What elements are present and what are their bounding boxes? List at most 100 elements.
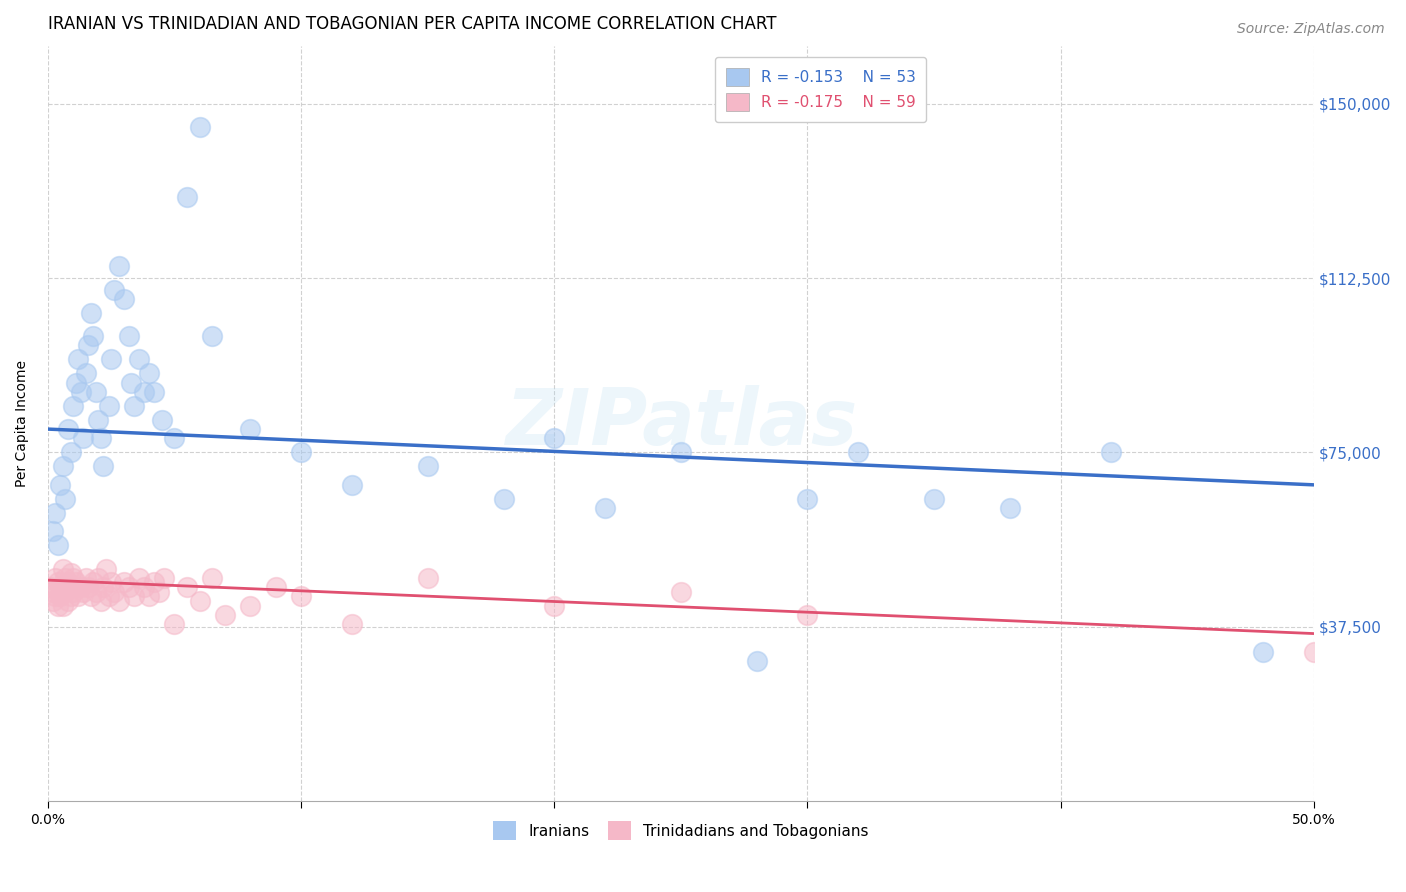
Point [67,590,90,604]
Point [87,571,110,585]
Point [128,352,150,367]
Point [56,594,79,608]
Point [290,590,312,604]
Text: ZIPatlas: ZIPatlas [505,385,856,461]
Point [44,590,66,604]
Point [118,580,141,594]
Point [62,571,84,585]
Point [46,575,69,590]
Point [94,561,117,575]
Point [543,431,565,445]
Point [150,413,173,427]
Point [120,376,142,390]
Point [59,445,82,459]
Point [201,571,224,585]
Point [163,617,186,632]
Point [55,584,77,599]
Point [69,384,91,399]
Point [107,260,129,274]
Point [77,580,100,594]
Point [39,580,62,594]
Point [188,594,211,608]
Text: IRANIAN VS TRINIDADIAN AND TOBAGONIAN PER CAPITA INCOME CORRELATION CHART: IRANIAN VS TRINIDADIAN AND TOBAGONIAN PE… [48,15,776,33]
Point [46,538,69,552]
Point [59,566,82,581]
Point [100,575,122,590]
Point [922,491,945,506]
Point [90,431,112,445]
Point [176,580,198,594]
Point [543,599,565,613]
Point [52,599,75,613]
Point [65,575,87,590]
Point [103,584,125,599]
Point [148,584,170,599]
Point [46,599,69,613]
Point [80,590,103,604]
Point [42,524,65,539]
Point [264,580,287,594]
Point [122,590,145,604]
Point [59,590,82,604]
Point [340,617,363,632]
Point [1302,645,1324,659]
Point [745,655,768,669]
Point [56,422,79,436]
Point [52,561,75,575]
Point [84,584,107,599]
Point [67,352,90,367]
Point [1251,645,1274,659]
Point [143,575,166,590]
Point [112,292,135,306]
Point [669,584,692,599]
Point [143,384,166,399]
Text: Source: ZipAtlas.com: Source: ZipAtlas.com [1237,22,1385,37]
Point [49,580,72,594]
Point [112,575,135,590]
Point [49,590,72,604]
Point [62,399,84,413]
Point [416,571,439,585]
Point [188,120,211,134]
Point [132,384,155,399]
Point [97,590,120,604]
Point [84,384,107,399]
Point [93,459,115,474]
Point [107,594,129,608]
Point [239,422,262,436]
Point [122,399,145,413]
Point [103,283,125,297]
Point [49,478,72,492]
Point [77,338,100,352]
Y-axis label: Per Capita Income: Per Capita Income [15,359,30,487]
Point [82,329,104,343]
Point [239,599,262,613]
Point [100,352,122,367]
Point [416,459,439,474]
Legend: Iranians, Trinidadians and Tobagonians: Iranians, Trinidadians and Tobagonians [486,815,875,847]
Point [55,571,77,585]
Point [163,431,186,445]
Point [1099,445,1122,459]
Point [42,584,65,599]
Point [796,491,818,506]
Point [138,367,160,381]
Point [72,584,94,599]
Point [846,445,869,459]
Point [593,501,616,516]
Point [340,478,363,492]
Point [290,445,312,459]
Point [72,431,94,445]
Point [56,575,79,590]
Point [80,306,103,320]
Point [44,571,66,585]
Point [87,413,110,427]
Point [93,580,115,594]
Point [55,491,77,506]
Point [132,580,155,594]
Point [153,571,176,585]
Point [90,594,112,608]
Point [998,501,1021,516]
Point [176,190,198,204]
Point [118,329,141,343]
